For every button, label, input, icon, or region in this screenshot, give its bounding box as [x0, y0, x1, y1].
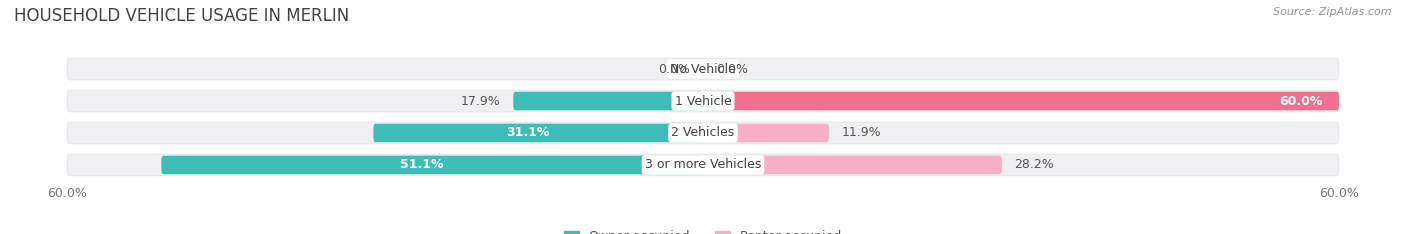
- FancyBboxPatch shape: [374, 124, 703, 142]
- FancyBboxPatch shape: [67, 90, 1339, 112]
- Text: 0.0%: 0.0%: [658, 62, 690, 76]
- Text: 1 Vehicle: 1 Vehicle: [675, 95, 731, 107]
- Text: 0.0%: 0.0%: [716, 62, 748, 76]
- Text: 51.1%: 51.1%: [399, 158, 443, 172]
- Text: 3 or more Vehicles: 3 or more Vehicles: [645, 158, 761, 172]
- FancyBboxPatch shape: [703, 156, 1002, 174]
- Text: 28.2%: 28.2%: [1015, 158, 1054, 172]
- Text: HOUSEHOLD VEHICLE USAGE IN MERLIN: HOUSEHOLD VEHICLE USAGE IN MERLIN: [14, 7, 349, 25]
- Text: 60.0%: 60.0%: [1279, 95, 1323, 107]
- FancyBboxPatch shape: [703, 60, 706, 78]
- FancyBboxPatch shape: [67, 154, 1339, 176]
- FancyBboxPatch shape: [67, 58, 1339, 80]
- Text: 11.9%: 11.9%: [842, 127, 882, 139]
- Text: Source: ZipAtlas.com: Source: ZipAtlas.com: [1274, 7, 1392, 17]
- Text: 31.1%: 31.1%: [506, 127, 550, 139]
- Legend: Owner-occupied, Renter-occupied: Owner-occupied, Renter-occupied: [558, 225, 848, 234]
- FancyBboxPatch shape: [703, 124, 830, 142]
- Text: 2 Vehicles: 2 Vehicles: [672, 127, 734, 139]
- FancyBboxPatch shape: [67, 122, 1339, 144]
- FancyBboxPatch shape: [162, 156, 703, 174]
- Text: 17.9%: 17.9%: [461, 95, 501, 107]
- Text: No Vehicle: No Vehicle: [671, 62, 735, 76]
- FancyBboxPatch shape: [703, 92, 1339, 110]
- FancyBboxPatch shape: [513, 92, 703, 110]
